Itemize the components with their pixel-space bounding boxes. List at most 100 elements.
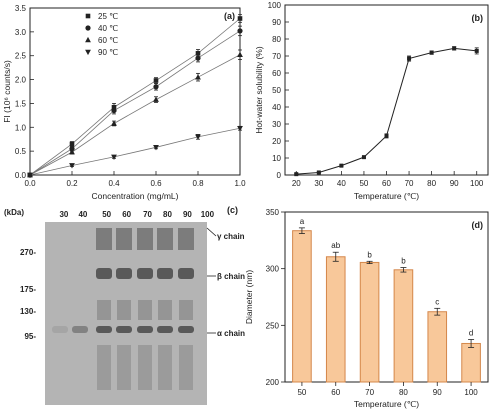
gel-smear — [97, 345, 111, 390]
gel-gamma-band — [157, 228, 173, 250]
gel-beta-band — [137, 268, 153, 279]
panel-a-legend-label: 60 ℃ — [98, 36, 118, 45]
panel-a-ytick-label: 2.5 — [15, 52, 27, 61]
panel-d-ytick-label: 250 — [266, 321, 280, 330]
panel-b-line — [296, 47, 477, 175]
panel-a-point — [237, 125, 243, 132]
gel-beta-band — [157, 268, 173, 279]
panel-a-point — [153, 96, 159, 102]
gel-smear — [138, 345, 152, 390]
gel-gamma-band — [116, 228, 132, 250]
panel-a-ytick-label: 1.0 — [15, 123, 27, 132]
panel-b-xtick-label: 80 — [427, 179, 436, 188]
panel-a-chart: 0.0 0.2 0.4 0.6 0.8 1.0 0.0 0.5 1.0 1.5 2.0 2.5 3.0 3… — [2, 4, 246, 201]
panel-d-xtick-label: 80 — [399, 388, 408, 397]
panel-b-ytick-label: 20 — [272, 137, 281, 146]
gel-lane-label: 80 — [163, 210, 172, 219]
gel-alpha-band — [96, 326, 112, 333]
gel-lane-label: 60 — [122, 210, 131, 219]
panel-b-ytick-label: 0 — [277, 171, 282, 180]
panel-a-ytick-label: 2.0 — [15, 76, 27, 85]
panel-b-xtick-label: 50 — [359, 179, 368, 188]
gel-beta-band — [178, 268, 194, 279]
panel-b-point — [407, 56, 412, 61]
panel-a-ytick-label: 1.5 — [15, 99, 27, 108]
panel-b-point — [429, 50, 434, 55]
gel-smear — [158, 300, 172, 320]
gel-smear — [117, 300, 131, 320]
panel-d-significance-letter: c — [435, 297, 439, 306]
gel-lane-label: 90 — [183, 210, 192, 219]
panel-a-legend-label: 90 ℃ — [98, 48, 118, 57]
panel-a-series-line — [29, 30, 241, 176]
panel-d-significance-letter: a — [300, 217, 305, 226]
panel-b-ytick-label: 50 — [272, 86, 281, 95]
panel-b-point — [452, 46, 457, 51]
panel-b-xtick-label: 70 — [405, 179, 414, 188]
panel-a-ytick-label: 3.0 — [15, 28, 27, 37]
panel-a-point — [195, 51, 201, 56]
panel-b-ytick-label: 10 — [272, 154, 281, 163]
panel-a-xtick-label: 0.2 — [66, 179, 78, 188]
gel-beta-band — [96, 268, 112, 279]
panel-a-point — [69, 141, 75, 147]
gel-background — [45, 222, 207, 405]
panel-a-point — [153, 78, 159, 83]
panel-d-significance-letter: b — [401, 257, 406, 266]
panel-c-label: (c) — [227, 205, 238, 215]
panel-d-ylabel: Diameter (nm) — [244, 270, 254, 324]
panel-d-bar — [359, 261, 380, 383]
gel-smear — [117, 345, 131, 390]
panel-a-point — [111, 120, 117, 126]
panel-b-xtick-label: 30 — [314, 179, 323, 188]
panel-a-point — [195, 74, 201, 80]
panel-b-xtick-label: 60 — [382, 179, 391, 188]
gel-marker-label: 130- — [20, 307, 36, 316]
gel-band-label: α chain — [217, 329, 245, 338]
panel-d-xtick-label: 50 — [297, 388, 306, 397]
gel-alpha-band — [178, 326, 194, 333]
panel-a-xtick-label: 0.0 — [24, 179, 36, 188]
panel-d-xtick-label: 90 — [433, 388, 442, 397]
gel-marker-label: 270- — [20, 248, 36, 257]
panel-b-xtick-label: 100 — [470, 179, 484, 188]
panel-a-xtick-label: 0.8 — [192, 179, 204, 188]
panel-b-xtick-label: 20 — [292, 179, 301, 188]
panel-a-point — [195, 55, 201, 61]
panel-d-bar — [325, 256, 346, 383]
gel-gamma-band — [96, 228, 112, 250]
panel-a-point — [27, 172, 33, 179]
panel-d-xlabel: Temperature (℃) — [354, 399, 419, 409]
panel-a-legend-label: 40 ℃ — [98, 24, 118, 33]
gel-lane-label: 40 — [78, 210, 87, 219]
gel-gamma-band — [137, 228, 153, 250]
panel-b-xtick-label: 40 — [337, 179, 346, 188]
panel-d-chart: 200 250 300 350 50 a 60 ab 70 b 80 b 90 c 100 d Temperat… — [244, 208, 489, 409]
panel-d-bar — [393, 269, 414, 383]
panel-b-ytick-label: 30 — [272, 120, 281, 129]
gel-band-label: β chain — [217, 272, 245, 281]
panel-a-point — [111, 154, 117, 160]
panel-b-frame — [284, 4, 489, 176]
gel-lane-label: 50 — [102, 210, 111, 219]
gel-alpha-band — [137, 326, 153, 333]
panel-d-xtick-label: 100 — [464, 388, 478, 397]
panel-d-ytick-label: 300 — [266, 265, 280, 274]
panel-d-xtick-label: 60 — [331, 388, 340, 397]
panel-a-ylabel: FI (10⁶ counts/s) — [2, 60, 12, 123]
panel-b-point — [361, 155, 366, 160]
panel-a-ytick-label: 3.5 — [15, 4, 27, 13]
panel-d-significance-letter: ab — [331, 241, 340, 250]
panel-a-frame — [29, 7, 241, 176]
panel-b-point — [339, 163, 344, 168]
panel-a-point — [237, 16, 243, 21]
panel-a-xtick-label: 1.0 — [234, 179, 246, 188]
panel-a-series-line — [29, 54, 241, 176]
panel-a-label: (a) — [224, 11, 235, 21]
gel-alpha-band — [116, 326, 132, 333]
panel-d-ytick-label: 350 — [266, 208, 280, 217]
panel-d-ytick-label: 200 — [266, 378, 280, 387]
panel-a-point — [237, 28, 243, 34]
gel-smear — [138, 300, 152, 320]
gel-lane-label: 70 — [143, 210, 152, 219]
